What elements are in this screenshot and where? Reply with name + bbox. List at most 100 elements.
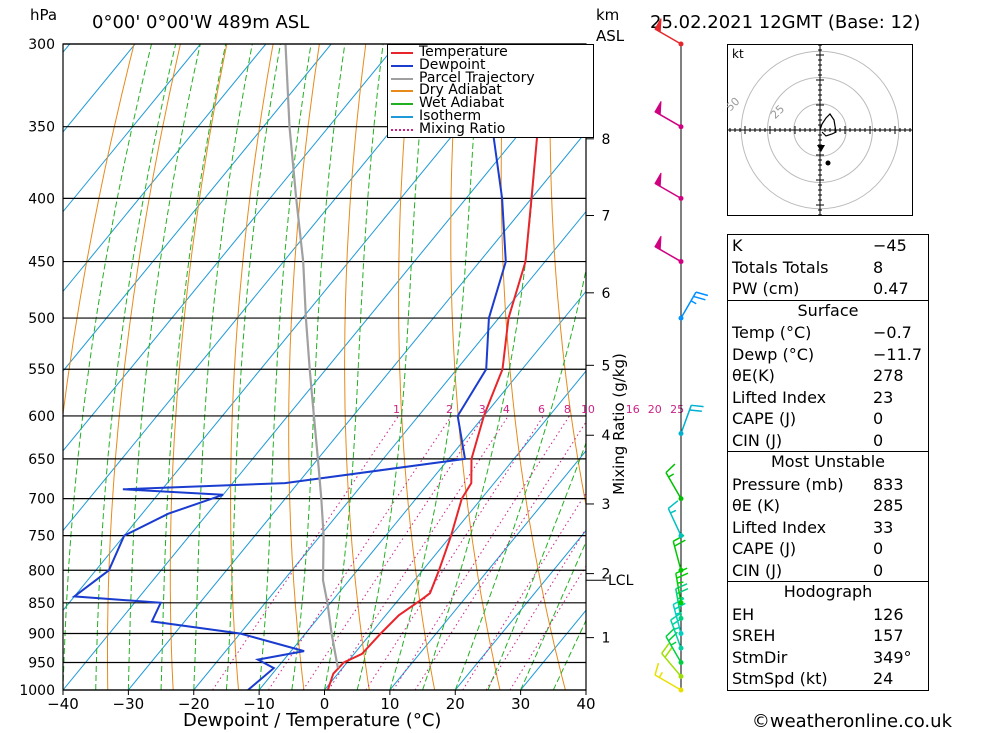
pressure-tick-label: 800 [28, 563, 55, 579]
wet-adiabat-line [225, 44, 281, 690]
mixing-ratio-line [414, 421, 586, 690]
legend-label: Dry Adiabat [419, 82, 502, 99]
pressure-tick-label: 850 [28, 596, 55, 612]
parcel-trajectory-series [284, 44, 339, 669]
wind-barb-feather [665, 463, 676, 474]
surface-stat-value: −11.7 [873, 344, 923, 364]
pressure-tick-label: 400 [28, 191, 55, 207]
isotherm-line [63, 44, 267, 293]
mixing-ratio-label: 10 [581, 403, 595, 416]
wind-barb-feather [667, 500, 679, 510]
chart-legend: Temperature Dewpoint Parcel Trajectory Dry … [387, 44, 594, 138]
index-value: 8 [873, 257, 884, 277]
mu-stat-value: 0 [873, 560, 884, 580]
isotherm-line [63, 44, 528, 612]
legend-label: Wet Adiabat [419, 95, 505, 112]
index-label: PW (cm) [732, 279, 800, 298]
hodo-stat-row: EH 126 [728, 604, 928, 626]
wind-barb-half-feather [670, 509, 677, 514]
km-tick-label: 4 [602, 428, 611, 444]
legend-swatch [391, 116, 413, 118]
legend-label: Parcel Trajectory [419, 69, 535, 86]
isotherm-line [454, 529, 586, 690]
wind-barb [678, 404, 704, 437]
pressure-tick-label: 300 [28, 37, 55, 53]
mixing-ratio-line [392, 415, 570, 690]
mu-stat-value: 285 [873, 496, 904, 515]
wind-barb-feather [693, 295, 706, 301]
wind-barb-feather [674, 539, 686, 547]
isotherm-line [193, 210, 586, 690]
surface-section-title: Surface [797, 300, 859, 320]
dry-adiabat-line [63, 44, 135, 419]
lcl-label: LCL [608, 573, 634, 589]
dry-adiabat-line [500, 44, 566, 690]
dry-adiabat-line [922, 44, 1000, 690]
wind-barb-half-feather [677, 581, 684, 584]
mixing-ratio-line [365, 415, 544, 690]
wet-adiabat-line [258, 44, 312, 690]
surface-stat-row: CIN (J) 0 [728, 430, 928, 452]
wind-barb-flag [654, 235, 662, 251]
km-tick-label: 8 [602, 132, 611, 148]
location-title: 0°00' 0°00'W 489m ASL [92, 12, 310, 33]
wind-barb-feather [664, 646, 673, 658]
index-row: K −45 [728, 235, 928, 257]
wind-barb-shaft [670, 619, 682, 649]
mixing-ratio-label: 4 [503, 403, 510, 416]
dry-adiabat-line [344, 44, 370, 690]
wind-barb-shaft [675, 588, 682, 619]
wind-barb-half-feather [668, 473, 675, 478]
mixing-ratio-label: 3 [479, 403, 486, 416]
surface-stat-row: CAPE (J) 0 [728, 408, 928, 430]
surface-stat-row: Dewp (°C) −11.7 [728, 344, 928, 366]
wind-barb [654, 172, 684, 201]
surface-stat-label: CAPE (J) [732, 409, 797, 428]
legend-swatch [391, 77, 413, 80]
x-tick-label: 30 [511, 695, 530, 713]
mixing-ratio-line [302, 415, 485, 690]
surface-stat-row: θE(K) 278 [728, 365, 928, 387]
wind-barb [654, 662, 684, 693]
x-tick-label: −30 [113, 695, 145, 713]
index-label: K [732, 236, 743, 255]
x-tick-label: 20 [446, 695, 465, 713]
wind-barb-flag [654, 18, 662, 33]
datetime-title: 25.02.2021 12GMT (Base: 12) [650, 12, 921, 33]
mixing-ratio-line [267, 415, 452, 690]
surface-stat-row: Temp (°C) −0.7 [728, 322, 928, 344]
x-tick-label: −40 [47, 695, 79, 713]
surface-stat-label: Lifted Index [732, 387, 827, 407]
mixing-ratio-line [485, 527, 586, 690]
wind-barb-shaft [675, 573, 682, 603]
wet-adiabat-line [193, 44, 253, 690]
surface-stat-label: Dewp (°C) [732, 344, 815, 364]
legend-label: Isotherm [419, 108, 482, 124]
dry-adiabat-line [107, 44, 181, 690]
isotherm-line [0, 44, 4, 690]
wet-adiabat-line [487, 441, 586, 690]
hodo-stat-row: SREH 157 [728, 625, 928, 647]
mu-stat-row: Lifted Index 33 [728, 517, 928, 539]
wind-barb-shaft [665, 472, 682, 499]
km-tick-label: 3 [602, 497, 611, 513]
index-value: 0.47 [873, 279, 909, 298]
mixing-ratio-label: 16 [626, 403, 640, 416]
wind-barb [665, 463, 684, 502]
dry-adiabat-line [288, 44, 320, 690]
index-label: Totals Totals [732, 257, 829, 277]
mixing-ratio-label: 2 [446, 403, 453, 416]
hodo-stat-label: StmSpd (kt) [732, 669, 828, 688]
storm-motion-marker [825, 160, 831, 166]
wind-barb-half-feather [690, 300, 697, 305]
mixing-ratio-label: 25 [670, 403, 684, 416]
dewpoint-series [71, 44, 507, 690]
wind-barb [654, 18, 684, 47]
wind-barb-feather [691, 404, 704, 408]
hodograph-section-title: Hodograph [783, 582, 873, 601]
legend-label: Mixing Ratio [419, 120, 506, 137]
legend-swatch [391, 90, 413, 93]
legend-swatch [391, 103, 413, 106]
km-unit-label: km [596, 6, 620, 24]
